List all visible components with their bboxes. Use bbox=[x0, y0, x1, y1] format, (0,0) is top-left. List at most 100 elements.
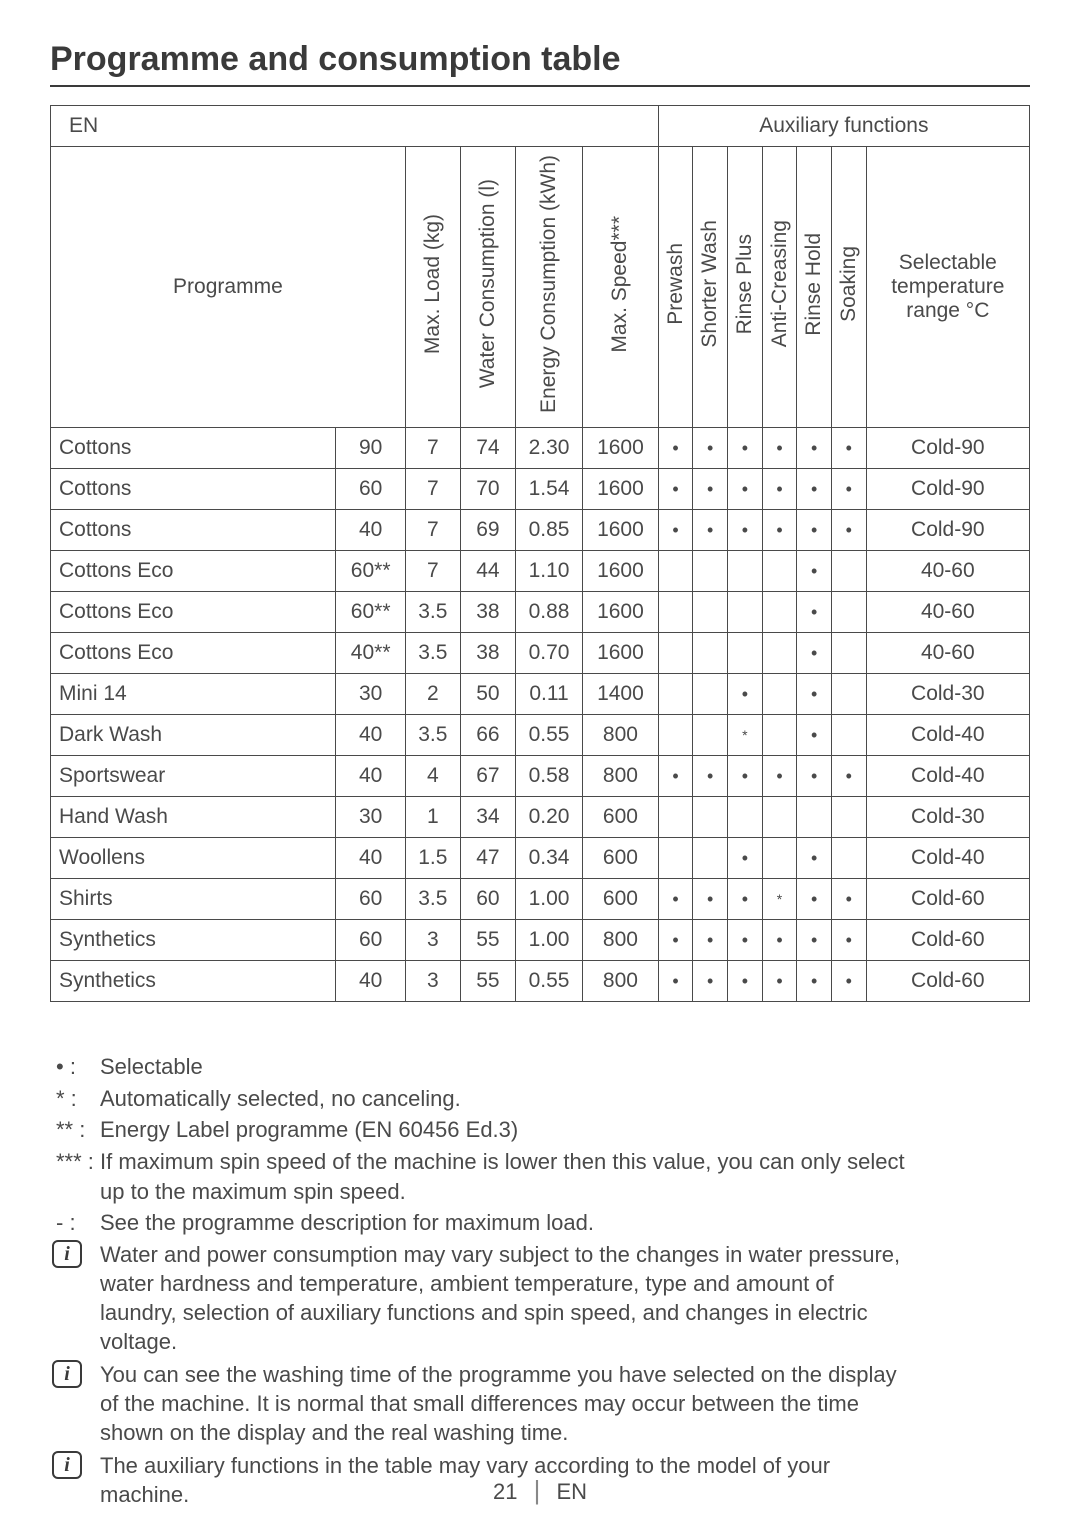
cell-sk bbox=[831, 632, 866, 673]
legend-symbol: ** : bbox=[50, 1115, 100, 1145]
cell-load: 3.5 bbox=[405, 878, 460, 919]
cell-ac bbox=[762, 837, 797, 878]
cell-temp: 40 bbox=[336, 960, 405, 1001]
cell-pw: • bbox=[658, 468, 693, 509]
table-row: Hand Wash301340.20600Cold-30 bbox=[51, 796, 1030, 837]
legend-item: *** :If maximum spin speed of the machin… bbox=[50, 1147, 1030, 1206]
cell-temp: 60 bbox=[336, 919, 405, 960]
cell-sk: • bbox=[831, 755, 866, 796]
table-row: Dark Wash403.5660.55800*•Cold-40 bbox=[51, 714, 1030, 755]
cell-water: 70 bbox=[460, 468, 515, 509]
cell-speed: 800 bbox=[583, 960, 659, 1001]
cell-energy: 0.55 bbox=[515, 960, 582, 1001]
cell-prog: Cottons Eco bbox=[51, 591, 336, 632]
legend-symbol: - : bbox=[50, 1208, 100, 1238]
cell-sk bbox=[831, 550, 866, 591]
cell-prog: Hand Wash bbox=[51, 796, 336, 837]
cell-speed: 1600 bbox=[583, 632, 659, 673]
info-notes: iWater and power consumption may vary su… bbox=[50, 1240, 1030, 1509]
cell-ac bbox=[762, 550, 797, 591]
cell-sw: • bbox=[693, 468, 728, 509]
cell-rh: • bbox=[797, 591, 832, 632]
legend-item: • :Selectable bbox=[50, 1052, 1030, 1082]
legend-item: - :See the programme description for max… bbox=[50, 1208, 1030, 1238]
cell-pw bbox=[658, 837, 693, 878]
cell-pw bbox=[658, 550, 693, 591]
cell-ac: • bbox=[762, 509, 797, 550]
cell-range: Cold-90 bbox=[866, 509, 1029, 550]
cell-water: 34 bbox=[460, 796, 515, 837]
cell-water: 55 bbox=[460, 919, 515, 960]
cell-rh: • bbox=[797, 755, 832, 796]
cell-speed: 800 bbox=[583, 919, 659, 960]
table-row: Cottons407690.851600••••••Cold-90 bbox=[51, 509, 1030, 550]
legend-block: • :Selectable* :Automatically selected, … bbox=[50, 1052, 1030, 1238]
cell-sk: • bbox=[831, 427, 866, 468]
cell-prog: Cottons Eco bbox=[51, 632, 336, 673]
cell-sk bbox=[831, 714, 866, 755]
col-rinseplus: Rinse Plus bbox=[728, 147, 763, 428]
cell-sw bbox=[693, 714, 728, 755]
page-title: Programme and consumption table bbox=[50, 40, 1030, 87]
cell-sw: • bbox=[693, 755, 728, 796]
cell-speed: 800 bbox=[583, 714, 659, 755]
cell-water: 47 bbox=[460, 837, 515, 878]
cell-pw bbox=[658, 673, 693, 714]
cell-energy: 0.34 bbox=[515, 837, 582, 878]
cell-water: 38 bbox=[460, 632, 515, 673]
cell-rh bbox=[797, 796, 832, 837]
cell-ac: • bbox=[762, 755, 797, 796]
cell-sk: • bbox=[831, 960, 866, 1001]
cell-sk: • bbox=[831, 919, 866, 960]
cell-range: Cold-40 bbox=[866, 755, 1029, 796]
info-note: iWater and power consumption may vary su… bbox=[50, 1240, 1030, 1356]
cell-ac bbox=[762, 714, 797, 755]
cell-rp: • bbox=[728, 837, 763, 878]
cell-energy: 1.00 bbox=[515, 919, 582, 960]
cell-sw: • bbox=[693, 427, 728, 468]
header-aux: Auxiliary functions bbox=[658, 106, 1029, 147]
cell-ac bbox=[762, 673, 797, 714]
cell-sk bbox=[831, 591, 866, 632]
legend-text: If maximum spin speed of the machine is … bbox=[100, 1147, 1030, 1206]
cell-sw: • bbox=[693, 878, 728, 919]
cell-temp: 30 bbox=[336, 673, 405, 714]
legend-symbol: * : bbox=[50, 1084, 100, 1114]
consumption-table: EN Auxiliary functions Programme Max. Lo… bbox=[50, 105, 1030, 1002]
legend-item: * :Automatically selected, no canceling. bbox=[50, 1084, 1030, 1114]
cell-water: 66 bbox=[460, 714, 515, 755]
table-row: Cottons Eco40**3.5380.701600•40-60 bbox=[51, 632, 1030, 673]
cell-energy: 1.10 bbox=[515, 550, 582, 591]
header-en: EN bbox=[51, 106, 659, 147]
cell-prog: Mini 14 bbox=[51, 673, 336, 714]
cell-pw: • bbox=[658, 960, 693, 1001]
cell-energy: 0.58 bbox=[515, 755, 582, 796]
cell-energy: 0.88 bbox=[515, 591, 582, 632]
table-row: Sportswear404670.58800••••••Cold-40 bbox=[51, 755, 1030, 796]
cell-energy: 0.11 bbox=[515, 673, 582, 714]
cell-energy: 0.70 bbox=[515, 632, 582, 673]
table-row: Mini 14302500.111400••Cold-30 bbox=[51, 673, 1030, 714]
cell-temp: 40 bbox=[336, 755, 405, 796]
cell-ac bbox=[762, 591, 797, 632]
info-note: iYou can see the washing time of the pro… bbox=[50, 1360, 1030, 1447]
cell-sk: • bbox=[831, 468, 866, 509]
cell-ac bbox=[762, 796, 797, 837]
cell-rh: • bbox=[797, 960, 832, 1001]
cell-temp: 60** bbox=[336, 591, 405, 632]
cell-water: 50 bbox=[460, 673, 515, 714]
cell-prog: Cottons bbox=[51, 468, 336, 509]
cell-ac: • bbox=[762, 468, 797, 509]
cell-water: 74 bbox=[460, 427, 515, 468]
legend-text: Energy Label programme (EN 60456 Ed.3) bbox=[100, 1115, 1030, 1145]
cell-pw: • bbox=[658, 919, 693, 960]
cell-rh: • bbox=[797, 509, 832, 550]
cell-ac bbox=[762, 632, 797, 673]
cell-prog: Shirts bbox=[51, 878, 336, 919]
cell-prog: Sportswear bbox=[51, 755, 336, 796]
cell-speed: 1600 bbox=[583, 591, 659, 632]
cell-load: 3 bbox=[405, 919, 460, 960]
cell-rp: • bbox=[728, 878, 763, 919]
info-text: Water and power consumption may vary sub… bbox=[100, 1240, 1030, 1356]
cell-rh: • bbox=[797, 878, 832, 919]
